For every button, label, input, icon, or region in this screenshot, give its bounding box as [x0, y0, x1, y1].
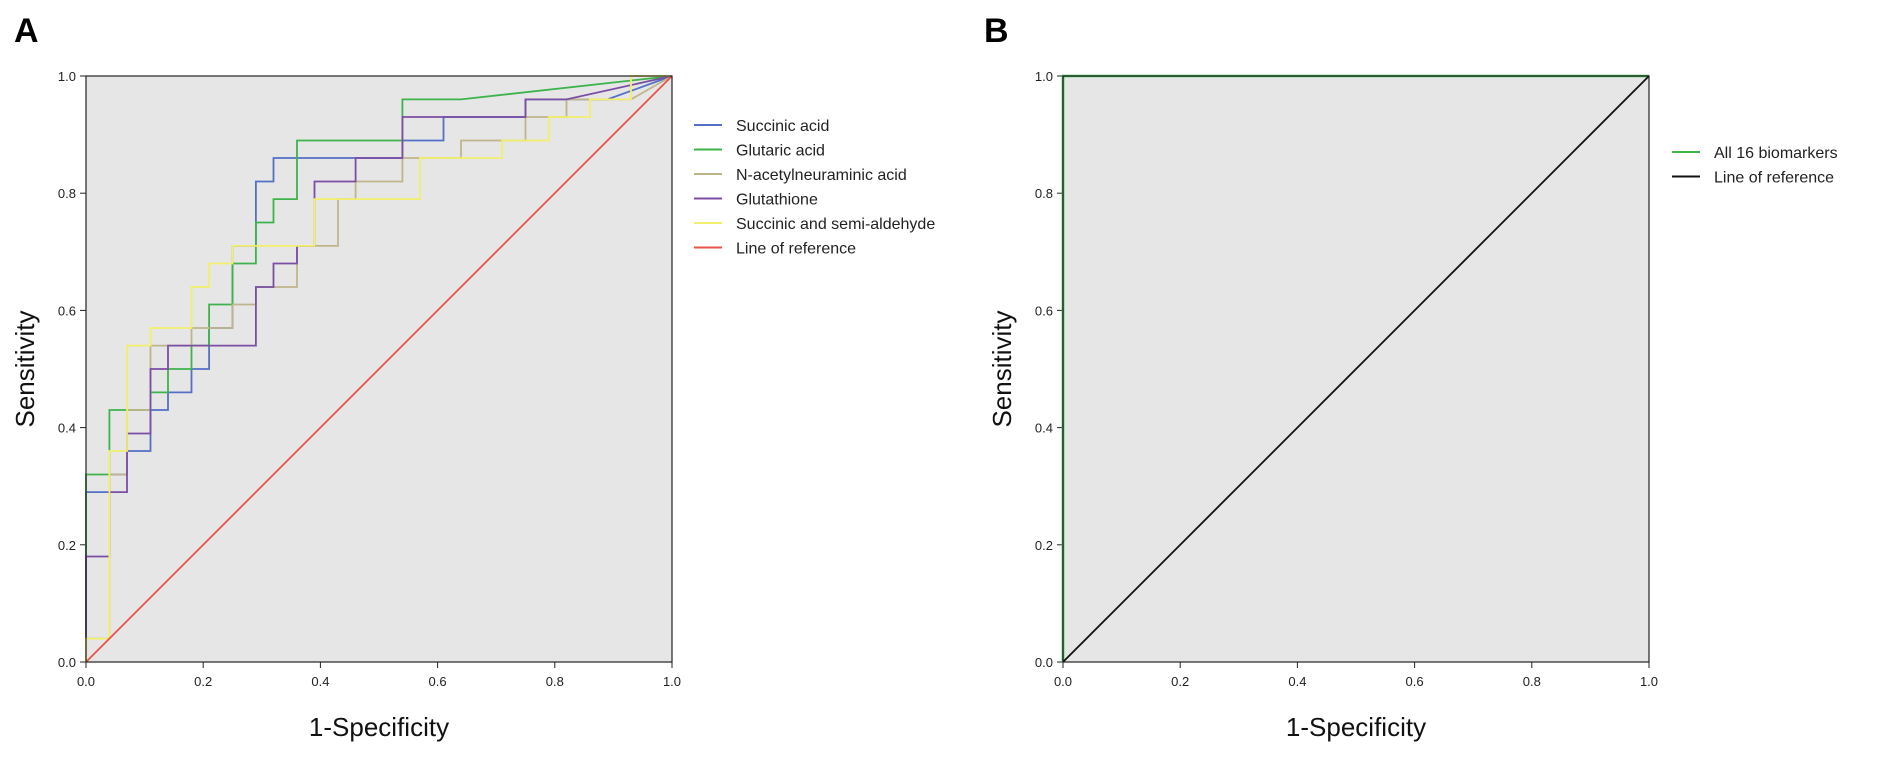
y-tick-label: 0.8	[58, 186, 76, 201]
y-axis-title: Sensitivity	[10, 310, 40, 427]
roc-chart-a: 0.0 0.2 0.4 0.6 0.8 1.0 0.0 0.2 0.4 0.6 0.8 1.0 1-Sp…	[10, 69, 935, 742]
x-tick-label: 0.6	[1406, 674, 1424, 689]
panel-letter-a: A	[14, 12, 39, 50]
x-tick-label: 0.8	[546, 674, 564, 689]
plot-border	[1062, 75, 1650, 663]
legend-label-glutaric-acid: Glutaric acid	[736, 143, 825, 160]
y-tick-label: 0.4	[1035, 421, 1053, 436]
legend-label-n-acetylneuraminic-acid: N-acetylneuraminic acid	[736, 167, 907, 184]
y-tick-label: 0.6	[58, 303, 76, 318]
x-tick-label: 1.0	[663, 674, 681, 689]
x-axis-title: 1-Specificity	[1286, 712, 1426, 742]
x-tick-label: 0.0	[1054, 674, 1072, 689]
y-tick-label: 0.0	[58, 655, 76, 670]
series-line-succinic-and-semi-aldehyde	[85, 75, 672, 662]
y-tick-label: 0.8	[1035, 186, 1053, 201]
y-axis-title: Sensitivity	[987, 310, 1017, 427]
legend-label-succinic-and-semi-aldehyde: Succinic and semi-aldehyde	[736, 216, 935, 233]
x-axis-title: 1-Specificity	[309, 712, 449, 742]
y-tick-label: 0.2	[1035, 538, 1053, 553]
x-tick-label: 1.0	[1640, 674, 1658, 689]
y-tick-label: 0.4	[58, 421, 76, 436]
x-tick-label: 0.2	[194, 674, 212, 689]
x-tick-label: 0.0	[77, 674, 95, 689]
legend-label-succinic-acid: Succinic acid	[736, 118, 829, 135]
legend-label-glutathione: Glutathione	[736, 192, 818, 209]
x-tick-label: 0.2	[1171, 674, 1189, 689]
y-tick-label: 0.0	[1035, 655, 1053, 670]
panel-letter-b: B	[984, 12, 1009, 50]
legend-label-all-16-biomarkers: All 16 biomarkers	[1714, 145, 1838, 162]
y-tick-label: 0.2	[58, 538, 76, 553]
x-tick-label: 0.8	[1523, 674, 1541, 689]
series-line-line-of-reference	[1062, 75, 1650, 663]
legend-label-line-of-reference: Line of reference	[1714, 170, 1834, 187]
series-line-line-of-reference	[85, 75, 673, 663]
legend-label-line-of-reference: Line of reference	[736, 241, 856, 258]
y-tick-label: 0.6	[1035, 303, 1053, 318]
series-line-glutathione	[85, 75, 673, 662]
y-tick-label: 1.0	[58, 69, 76, 84]
x-tick-label: 0.4	[311, 674, 329, 689]
x-tick-label: 0.6	[429, 674, 447, 689]
plot-border	[85, 75, 673, 663]
x-tick-label: 0.4	[1288, 674, 1306, 689]
roc-chart-b: 0.0 0.2 0.4 0.6 0.8 1.0 0.0 0.2 0.4 0.6 0.8 1.0 1-Sp…	[987, 69, 1838, 742]
y-tick-label: 1.0	[1035, 69, 1053, 84]
